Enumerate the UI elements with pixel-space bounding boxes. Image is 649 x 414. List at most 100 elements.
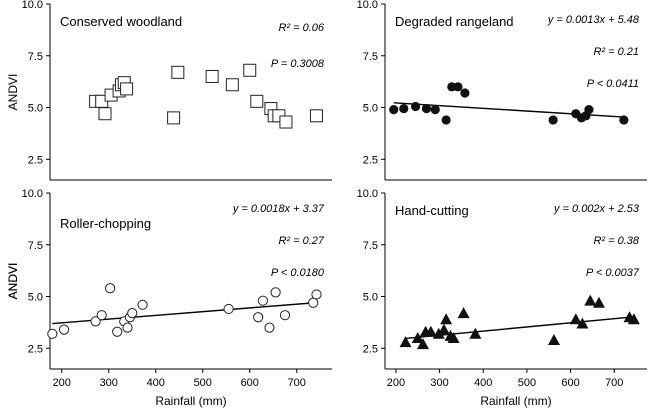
stat-annotation: R² = 0.21 bbox=[593, 46, 639, 58]
data-point bbox=[96, 310, 107, 321]
data-point bbox=[547, 334, 560, 346]
y-tick-label: 5.0 bbox=[28, 103, 43, 115]
data-point bbox=[569, 313, 582, 325]
data-point bbox=[457, 307, 470, 319]
data-point bbox=[279, 115, 293, 129]
x-tick-label: 400 bbox=[147, 377, 165, 389]
stat-annotation: P < 0.0411 bbox=[587, 78, 639, 90]
y-tick-label: 7.5 bbox=[28, 240, 43, 252]
x-tick-label: 200 bbox=[387, 377, 405, 389]
stat-annotation: y = 0.0013x + 5.48 bbox=[547, 14, 640, 26]
data-point bbox=[440, 313, 453, 325]
x-tick-label: 200 bbox=[53, 377, 71, 389]
panel-title: Roller-chopping bbox=[60, 216, 151, 231]
y-tick-label: 10.0 bbox=[357, 188, 378, 200]
y-tick-label: 7.5 bbox=[28, 51, 43, 63]
stat-annotation: y = 0.002x + 2.53 bbox=[553, 203, 640, 215]
data-point bbox=[411, 331, 424, 343]
y-axis-label: ANDVI bbox=[6, 263, 20, 300]
data-point bbox=[98, 107, 112, 121]
trend-line bbox=[405, 316, 634, 340]
data-point bbox=[59, 324, 70, 335]
y-tick-label: 10.0 bbox=[357, 0, 378, 11]
panel-2: 2.5 5.0 7.5 10.0 Degraded rangeland y = 0.001… bbox=[357, 0, 647, 181]
data-point bbox=[441, 115, 451, 125]
data-point bbox=[122, 322, 133, 333]
data-point bbox=[548, 115, 558, 125]
x-tick-label: 700 bbox=[605, 377, 623, 389]
panel-1: 2.5 5.0 7.5 10.0 ANDVI Conserved woodland R² =… bbox=[6, 0, 332, 181]
data-point bbox=[270, 287, 281, 298]
data-point bbox=[437, 323, 450, 335]
data-point bbox=[389, 105, 399, 115]
data-point bbox=[120, 82, 134, 96]
y-tick-label: 10.0 bbox=[22, 188, 43, 200]
x-tick-label: 500 bbox=[194, 377, 212, 389]
data-point bbox=[619, 115, 629, 125]
data-point bbox=[223, 303, 234, 315]
stat-annotation: y = 0.0018x + 3.37 bbox=[232, 203, 325, 215]
y-tick-label: 5.0 bbox=[28, 292, 43, 304]
data-point bbox=[225, 78, 239, 92]
data-point bbox=[47, 328, 58, 339]
x-tick-label: 400 bbox=[474, 377, 492, 389]
data-point bbox=[399, 336, 412, 348]
y-tick-label: 7.5 bbox=[363, 240, 378, 252]
y-tick-label: 2.5 bbox=[28, 343, 43, 355]
stat-annotation: R² = 0.38 bbox=[593, 235, 639, 247]
x-axis-label: Rainfall (mm) bbox=[155, 394, 226, 408]
y-tick-label: 2.5 bbox=[363, 343, 378, 355]
y-tick-label: 7.5 bbox=[363, 51, 378, 63]
data-point bbox=[309, 109, 323, 123]
data-point bbox=[112, 326, 123, 337]
panel-4: 2.5 5.0 7.5 10.0 200 300 400 500 600 700 ANDVI Rain… bbox=[6, 188, 647, 408]
stat-annotation: R² = 0.27 bbox=[278, 235, 324, 247]
data-point bbox=[453, 82, 463, 92]
data-point bbox=[416, 338, 429, 350]
data-point bbox=[399, 103, 409, 114]
data-point bbox=[137, 299, 148, 310]
x-axis-label: Rainfall (mm) bbox=[480, 394, 551, 408]
y-axis-label: ANDVI bbox=[6, 263, 20, 300]
y-tick-label: 2.5 bbox=[363, 154, 378, 166]
data-point bbox=[264, 322, 275, 333]
data-point bbox=[279, 310, 291, 321]
data-point bbox=[421, 103, 432, 114]
x-tick-label: 700 bbox=[288, 377, 306, 389]
x-tick-label: 600 bbox=[241, 377, 259, 389]
stat-annotation: P < 0.0037 bbox=[586, 267, 640, 279]
x-tick-label: 600 bbox=[561, 377, 579, 389]
y-tick-label: 10.0 bbox=[22, 0, 43, 11]
data-point bbox=[592, 296, 605, 308]
panel-title: Hand-cutting bbox=[395, 203, 469, 218]
data-point bbox=[430, 105, 440, 115]
data-point bbox=[250, 94, 264, 108]
data-point bbox=[90, 316, 101, 327]
data-point bbox=[253, 312, 264, 323]
panel-title: Conserved woodland bbox=[60, 14, 182, 29]
data-point bbox=[167, 111, 181, 125]
data-point bbox=[424, 325, 437, 337]
stat-annotation: R² = 0.06 bbox=[278, 22, 324, 34]
data-point bbox=[205, 69, 219, 83]
panel-title: Degraded rangeland bbox=[395, 14, 514, 29]
data-point bbox=[257, 295, 269, 306]
data-point bbox=[410, 101, 421, 112]
data-point bbox=[460, 88, 470, 98]
data-point bbox=[171, 65, 185, 79]
data-point bbox=[311, 289, 322, 300]
data-point bbox=[469, 327, 482, 339]
data-point bbox=[627, 313, 640, 325]
y-tick-label: 2.5 bbox=[28, 154, 43, 166]
data-point bbox=[576, 317, 589, 329]
data-point bbox=[105, 283, 116, 294]
stat-annotation: P < 0.0180 bbox=[271, 267, 325, 279]
data-point bbox=[584, 105, 594, 115]
data-point bbox=[584, 294, 597, 306]
data-point bbox=[127, 307, 138, 319]
y-tick-label: 5.0 bbox=[363, 292, 378, 304]
x-tick-label: 300 bbox=[100, 377, 118, 389]
y-axis-label: ANDVI bbox=[6, 74, 20, 111]
x-tick-label: 500 bbox=[518, 377, 536, 389]
